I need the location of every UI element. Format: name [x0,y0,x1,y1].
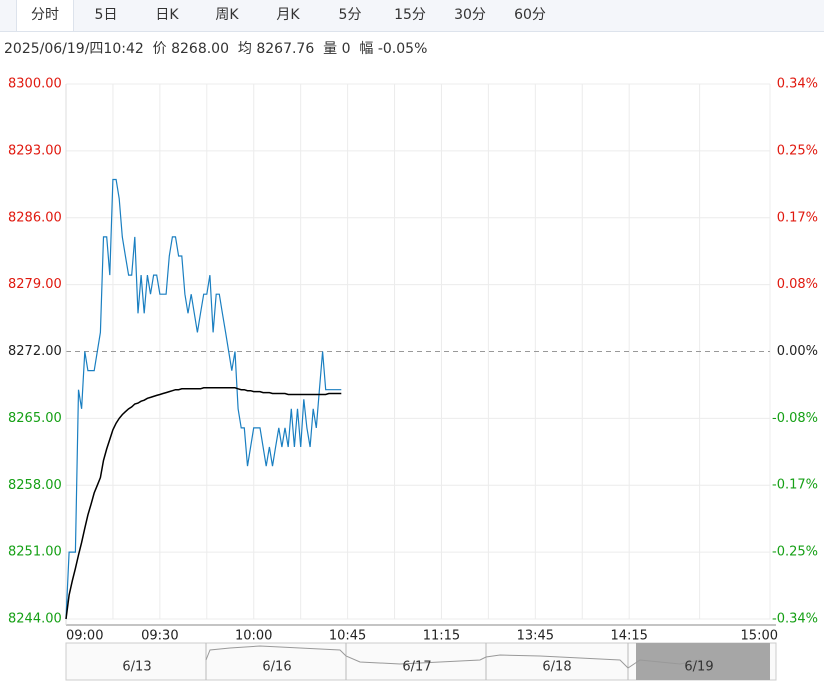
navigator-label: 6/17 [402,660,431,675]
y2-tick-label: 0.08% [777,277,818,292]
x-tick-label: 10:00 [235,629,272,644]
tab[interactable]: 60分 [514,7,546,23]
y2-tick-label: 0.34% [777,77,818,92]
navigator-label: 6/16 [262,660,291,675]
average-line [65,387,342,620]
x-tick-label: 09:30 [141,629,178,644]
tab-bar: 分时 5日 日K 周K 月K 5分 15分 30分 60分 [0,0,824,32]
x-tick-label: 10:45 [329,629,366,644]
tab[interactable]: 5日 [94,7,118,23]
tab[interactable]: 日K [155,7,179,23]
y-tick-label: 8286.00 [8,210,62,225]
x-tick-label: 13:45 [517,629,554,644]
y-tick-label: 8244.00 [8,612,62,627]
y-tick-label: 8300.00 [8,77,62,92]
tab[interactable]: 15分 [394,7,426,23]
tab[interactable]: 分时 [16,0,74,31]
y-tick-label: 8293.00 [8,143,62,158]
navigator-sparkline [205,645,701,669]
navigator-label: 6/18 [542,660,571,675]
navigator-label: 6/13 [122,660,151,675]
y2-tick-label: 0.00% [777,344,818,359]
y2-tick-label: -0.08% [772,411,818,426]
x-tick-label: 14:15 [610,629,647,644]
y-tick-label: 8279.00 [8,277,62,292]
tab[interactable]: 5分 [338,7,362,23]
y2-tick-label: 0.25% [777,143,818,158]
x-tick-label: 11:15 [423,629,460,644]
y-tick-label: 8272.00 [8,344,62,359]
info-bar: 2025/06/19/四10:42 价 8268.00 均 8267.76 量 … [4,41,428,57]
tab[interactable]: 30分 [454,7,486,23]
x-tick-label: 15:00 [741,629,778,644]
y2-tick-label: -0.25% [772,545,818,560]
y2-tick-label: -0.17% [772,478,818,493]
navigator-dividers [205,643,629,680]
tab[interactable]: 月K [276,7,300,23]
x-tick-label: 09:00 [66,629,103,644]
y2-tick-label: -0.34% [772,612,818,627]
y-tick-label: 8258.00 [8,478,62,493]
navigator-label: 6/19 [684,660,713,675]
tab[interactable]: 周K [215,7,239,23]
y-tick-label: 8265.00 [8,411,62,426]
y-tick-label: 8251.00 [8,545,62,560]
y2-tick-label: 0.17% [777,210,818,225]
price-line [65,178,342,620]
